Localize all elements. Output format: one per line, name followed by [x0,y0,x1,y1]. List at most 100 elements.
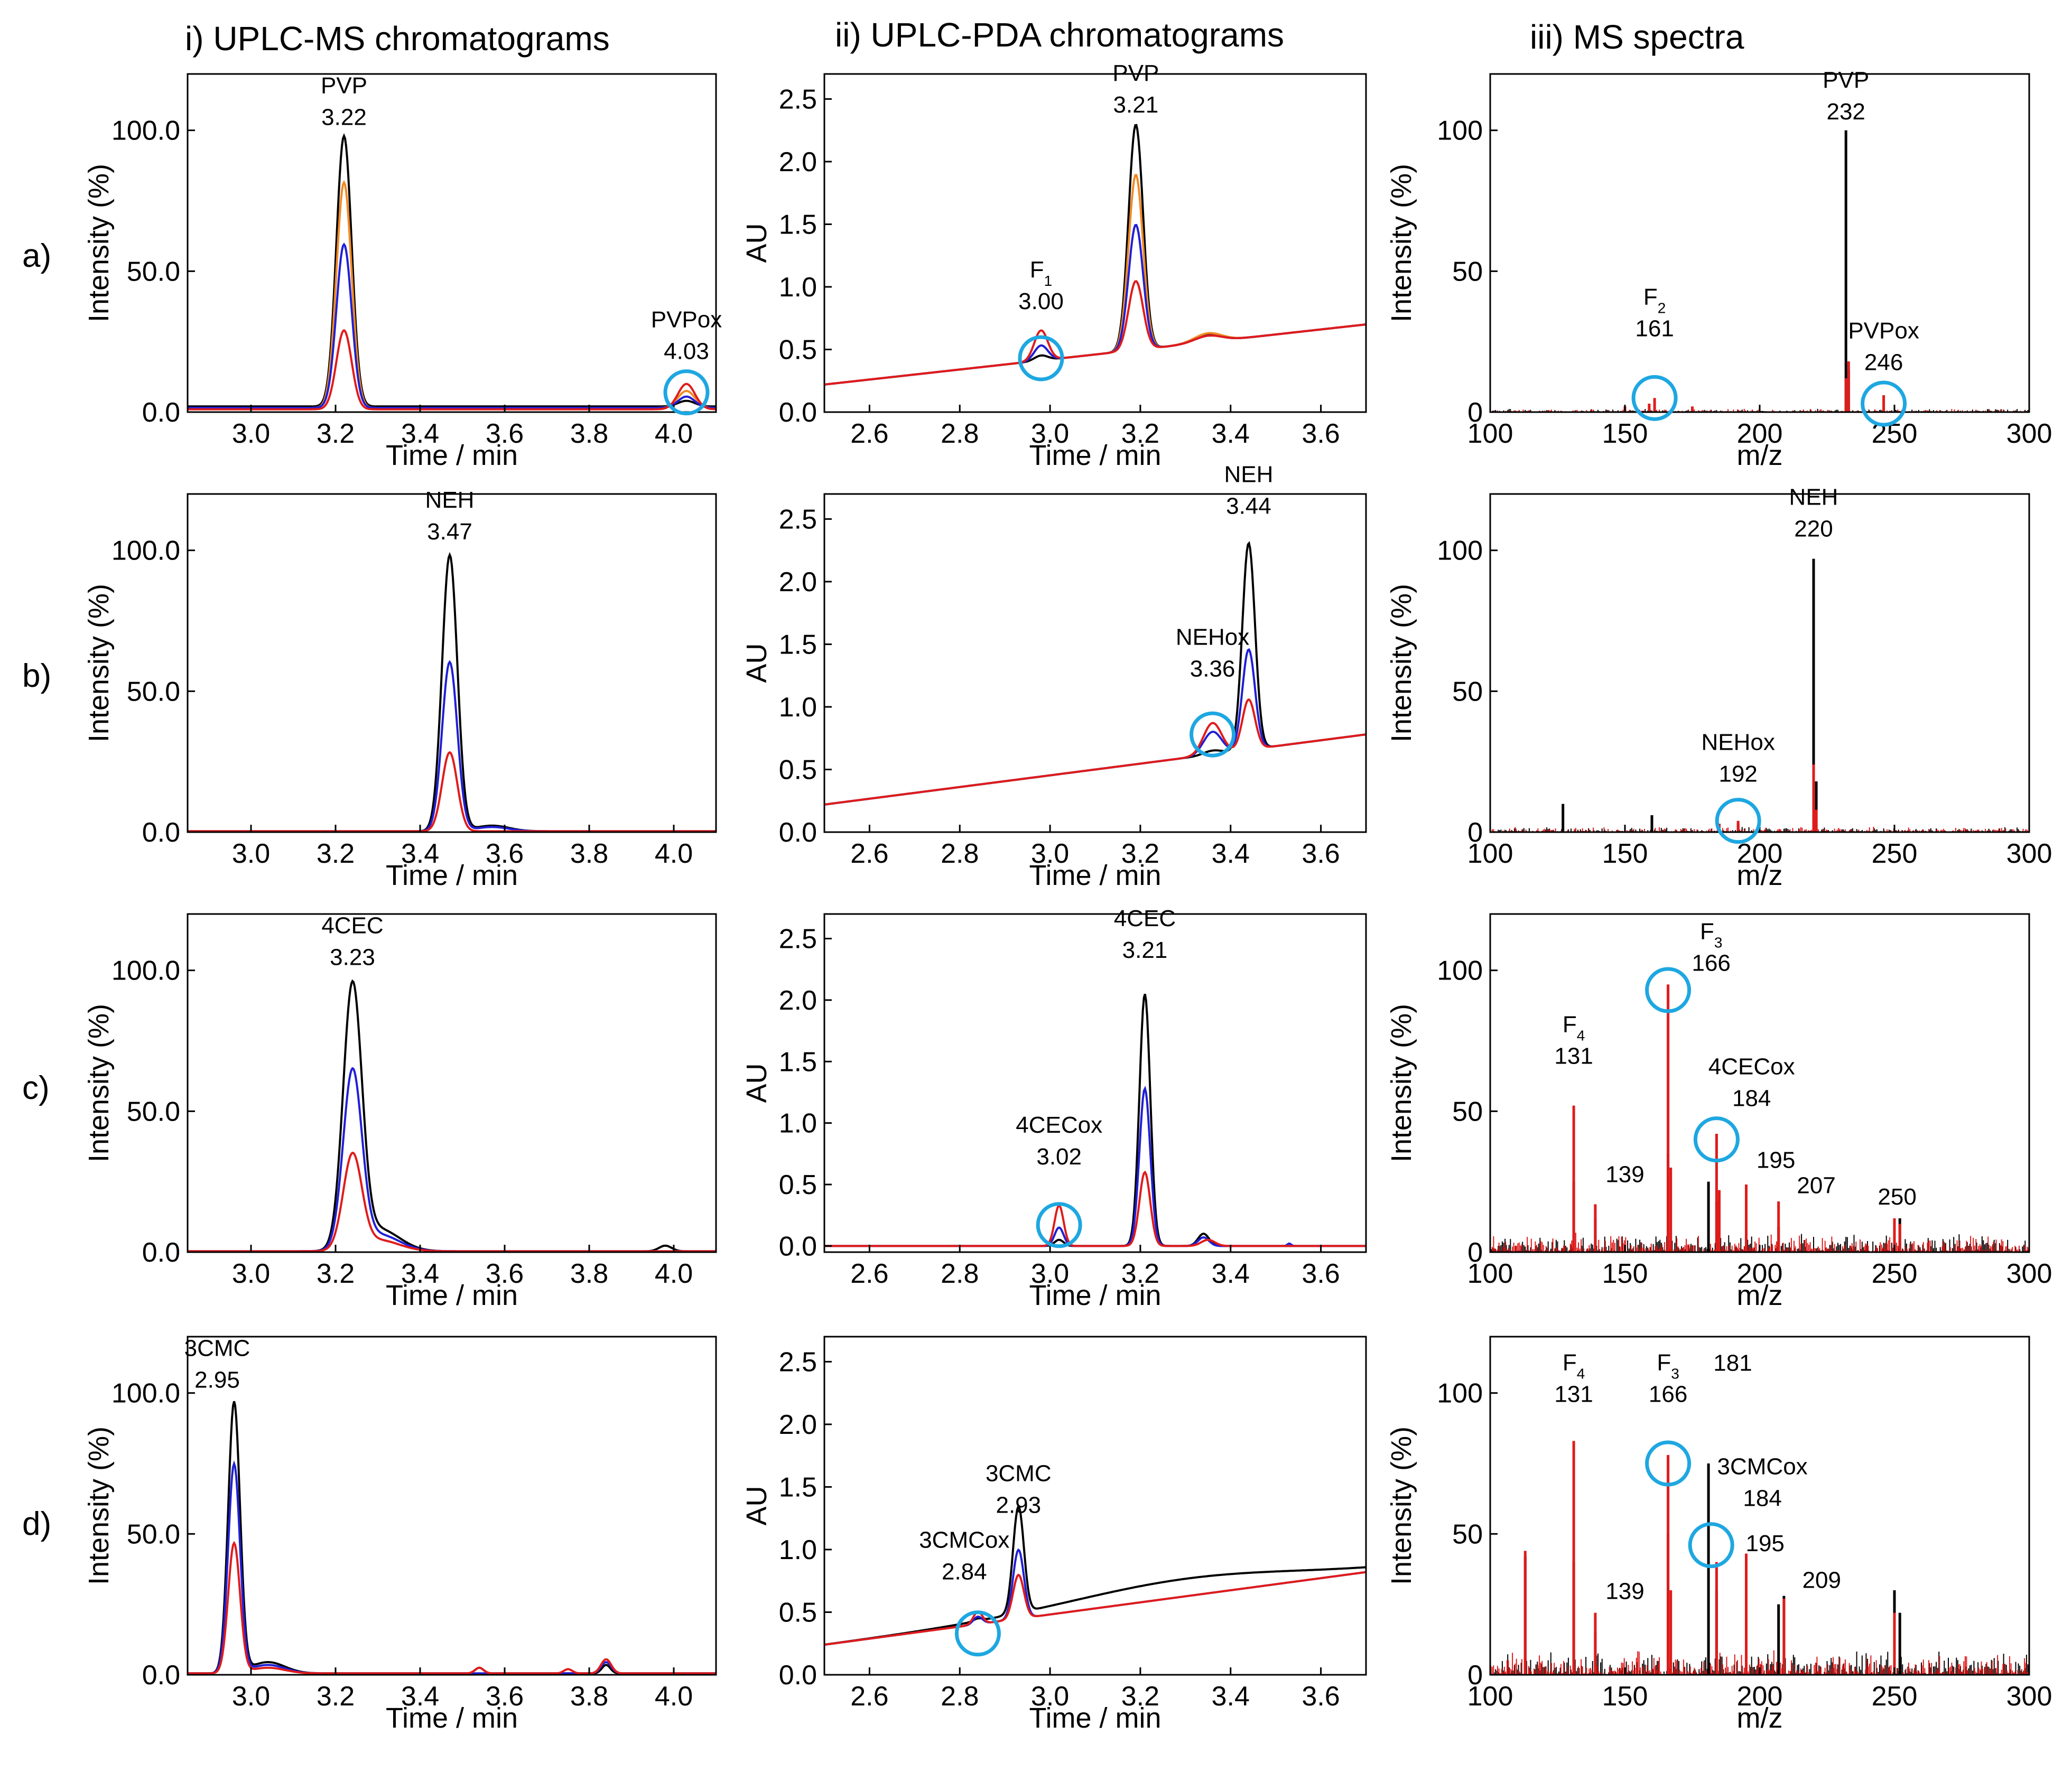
series-line-1 [188,133,716,408]
y-tick-label: 0.5 [779,1170,817,1200]
annotation-value: 3.44 [1226,493,1271,519]
highlight-circle [1645,1440,1692,1487]
annotation-value: 195 [1757,1148,1795,1173]
highlight-circle [1190,711,1236,758]
plot-area [188,979,716,1252]
x-tick-label: 3.2 [1121,838,1159,869]
y-tick-label: 0.0 [142,1660,180,1691]
series-line-2 [824,1548,1366,1646]
plot-area [188,133,716,411]
annotation-label: 4CECox [1016,1112,1102,1138]
plot-area [188,1401,716,1675]
x-tick-label: 150 [1602,838,1648,869]
y-tick-label: 1.5 [779,1047,817,1077]
annotation-label: F3 [1700,918,1722,950]
x-axis-label: Time / min [1029,1280,1161,1311]
panel-a-ms: 3.0 3.2 3.4 3.6 3.8 4.0 0.0 50.0 100.0 Time / min… [83,73,722,471]
x-tick-label: 100 [1467,838,1513,869]
y-tick-label: 100 [1437,536,1483,566]
y-tick-label: 2.0 [779,567,817,598]
annotation-subscript: 4 [1577,1365,1585,1382]
y-tick-label: 0.0 [142,397,180,428]
annotation-label: 3CMC [184,1336,250,1361]
x-tick-label: 2.8 [941,1258,979,1289]
x-tick-label: 3.4 [1212,1258,1250,1289]
annotation-label: 4CEC [1114,906,1176,931]
row-label-b: b) [22,658,51,694]
y-tick-label: 50.0 [127,676,180,707]
y-tick-label: 0.0 [142,1237,180,1268]
y-axis-label: AU [741,1063,773,1103]
annotation-value: 3.23 [330,945,375,971]
x-tick-label: 3.4 [401,1258,439,1289]
annotation-value: 131 [1554,1381,1593,1407]
panel-a-pda: 2.6 2.8 3.0 3.2 3.4 3.6 0.0 0.5 1.0 1.5 2.0 2.5 Time… [741,60,1367,471]
plot-area [1490,558,2029,832]
x-axis-label: Time / min [1029,440,1161,471]
annotation-label: PVP [1112,60,1159,86]
highlight-circle [1018,335,1064,381]
annotation-subscript: 1 [1044,273,1053,289]
y-tick-label: 50.0 [127,256,180,287]
annotation-subscript: 4 [1577,1027,1585,1043]
y-axis-label: Intensity (%) [1386,1004,1417,1162]
annotation-value: 209 [1802,1567,1841,1593]
x-tick-label: 100 [1467,1258,1513,1289]
annotation-label: NEHox [1176,624,1249,650]
y-tick-label: 0.0 [779,817,817,848]
annotation-value: 3.00 [1018,288,1064,314]
x-tick-label: 300 [2006,418,2052,449]
highlight-circle [1693,1116,1740,1163]
y-tick-label: 0.0 [779,1660,817,1691]
y-tick-label: 0 [1467,817,1483,848]
x-tick-label: 3.0 [1031,1258,1069,1289]
annotation-label: NEH [425,487,475,513]
plot-frame [187,913,717,1253]
x-tick-label: 3.4 [1212,418,1250,449]
x-tick-label: 300 [2006,1681,2052,1712]
y-tick-label: 1.0 [779,272,817,303]
column-title-ms-spectra: iii) MS spectra [1530,18,1744,56]
annotation-value: 2.95 [194,1367,240,1393]
x-tick-label: 2.6 [850,1258,888,1289]
x-tick-label: 3.4 [401,838,439,869]
plot-area [1490,130,2029,412]
x-tick-label: 4.0 [655,1681,693,1712]
x-tick-label: 200 [1737,418,1783,449]
series-line-3 [188,751,716,832]
series-line-3 [824,223,1366,386]
x-tick-label: 200 [1737,838,1783,869]
x-tick-label: 3.8 [570,418,608,449]
y-tick-label: 0.0 [779,1231,817,1262]
annotation-value: 220 [1794,516,1833,542]
x-tick-label: 3.0 [232,1258,270,1289]
series-line-1 [824,124,1366,386]
y-tick-label: 2.5 [779,924,817,955]
annotation-value: 184 [1732,1085,1771,1111]
x-tick-label: 3.6 [486,838,524,869]
x-tick-label: 3.8 [570,838,608,869]
annotation-value: 3.02 [1036,1144,1082,1170]
x-axis-label: Time / min [386,1702,518,1734]
y-tick-label: 50.0 [127,1096,180,1127]
annotation-label: PVP [321,73,367,99]
y-tick-label: 0.5 [779,754,817,785]
panel-b-pda: 2.6 2.8 3.0 3.2 3.4 3.6 0.0 0.5 1.0 1.5 2.0 2.5 Time… [741,461,1367,891]
x-tick-label: 3.8 [570,1258,608,1289]
plot-area [824,124,1366,386]
y-tick-label: 0 [1467,1660,1483,1691]
annotation-label: NEH [1224,461,1273,487]
series-line-1 [824,1504,1366,1646]
annotation-label: PVPox [1848,318,1919,344]
highlight-circle [1645,967,1692,1013]
x-tick-label: 3.0 [1031,1681,1069,1712]
x-tick-label: 4.0 [655,418,693,449]
annotation-value: 232 [1826,99,1865,125]
x-tick-label: 3.0 [232,418,270,449]
column-title-pda-chromatograms: ii) UPLC-PDA chromatograms [835,16,1284,54]
y-axis-label: Intensity (%) [83,584,115,742]
y-tick-label: 0.5 [779,334,817,365]
x-tick-label: 3.2 [317,838,355,869]
y-tick-label: 0 [1467,397,1483,428]
